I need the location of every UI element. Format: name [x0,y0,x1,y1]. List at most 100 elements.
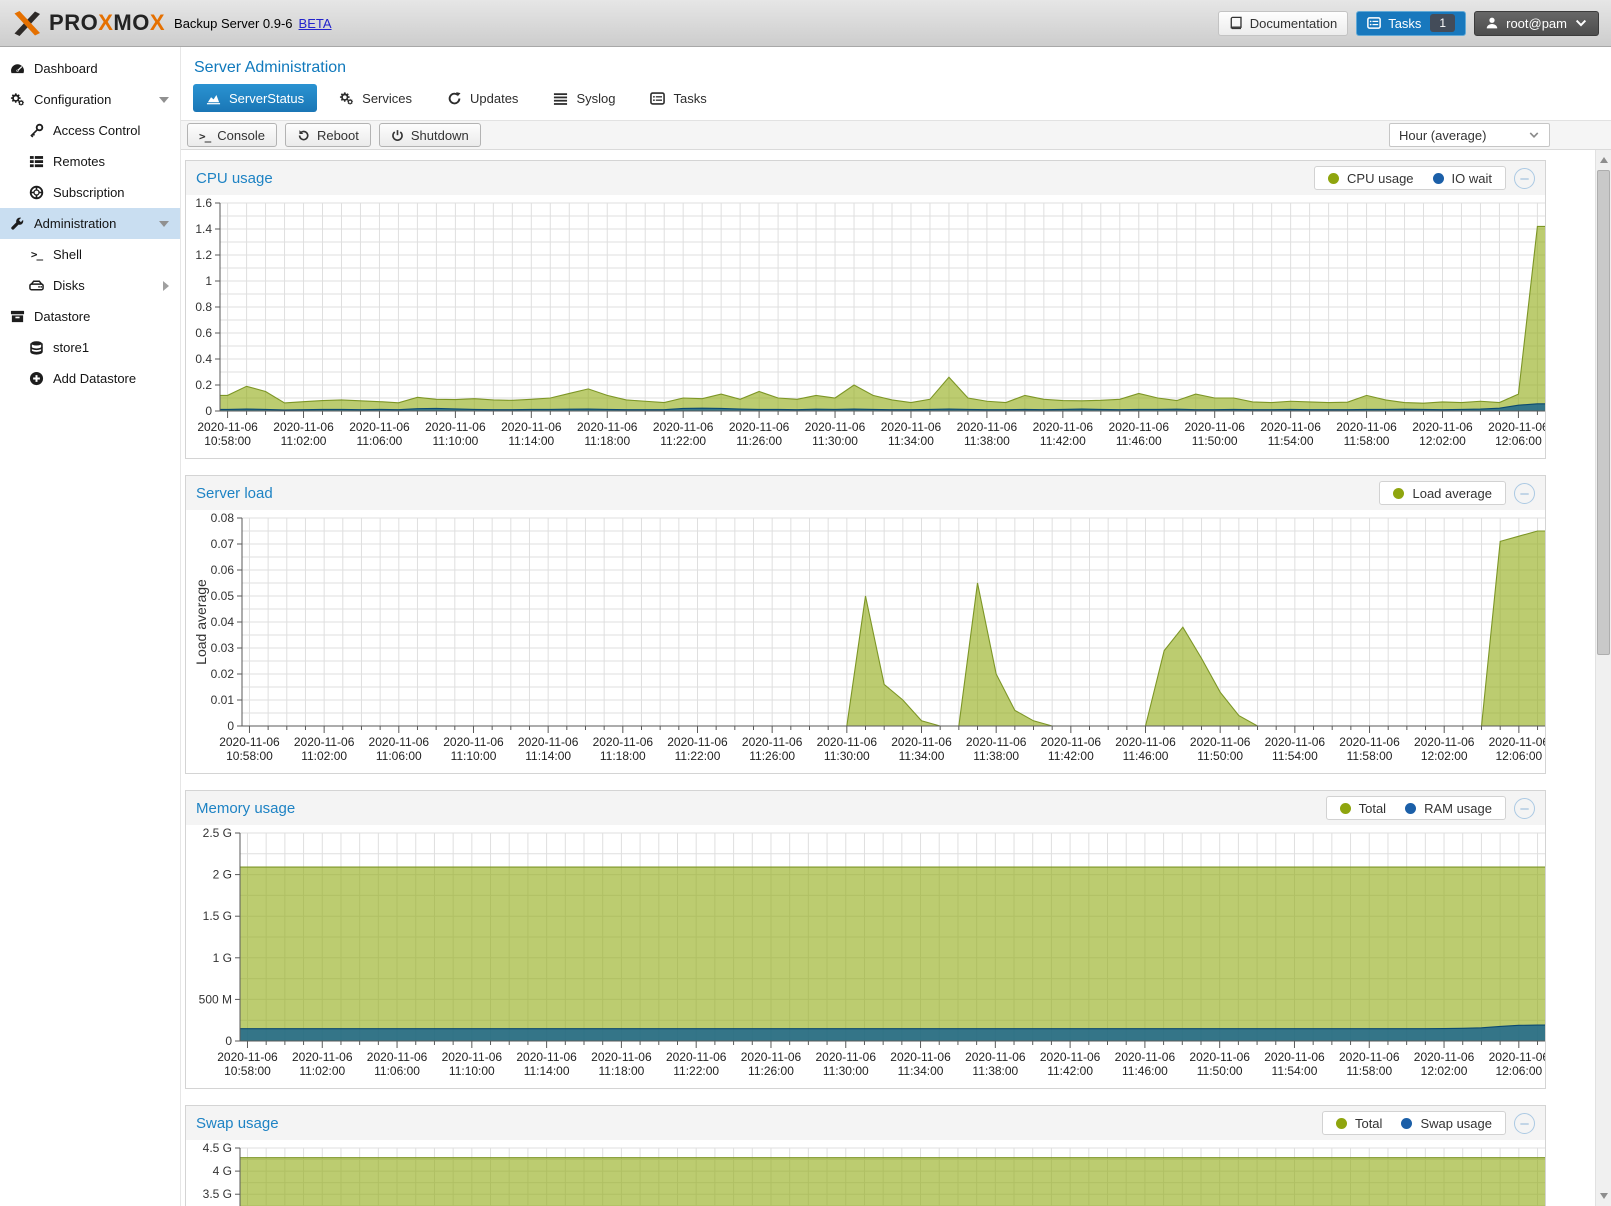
svg-text:12:06:00: 12:06:00 [1495,1064,1542,1078]
svg-text:0.2: 0.2 [195,378,212,392]
sidebar-item-datastore[interactable]: Datastore [0,301,180,332]
svg-text:12:02:00: 12:02:00 [1421,1064,1468,1078]
terminal-icon: >_ [30,248,43,261]
svg-text:11:14:00: 11:14:00 [524,1064,570,1078]
svg-text:11:14:00: 11:14:00 [508,434,554,448]
scroll-up-arrow-icon[interactable] [1600,157,1608,163]
svg-text:0.8: 0.8 [195,300,212,314]
archive-icon [9,309,26,324]
svg-text:2020-11-06: 2020-11-06 [1264,1050,1325,1064]
svg-text:0: 0 [225,1034,232,1048]
product-name: Backup Server 0.9-6 [174,15,293,31]
sidebar-item-subscription[interactable]: Subscription [0,177,180,208]
y-axis-title: Load average [193,579,209,665]
legend-item-cpu-usage[interactable]: CPU usage [1328,171,1414,186]
collapse-panel-icon[interactable]: – [1514,482,1535,504]
tab-services[interactable]: Services [326,84,425,112]
user-label: root@pam [1506,15,1567,31]
app-header: PROXMOX Backup Server 0.9-6 BETA Documen… [0,0,1611,47]
svg-text:2020-11-06: 2020-11-06 [1414,1050,1475,1064]
legend-item-total[interactable]: Total [1339,801,1386,816]
tab-updates[interactable]: Updates [434,84,531,112]
svg-text:2020-11-06: 2020-11-06 [516,1050,577,1064]
tab-label: Syslog [576,90,616,106]
svg-text:3.5 G: 3.5 G [203,1187,232,1201]
svg-text:10:58:00: 10:58:00 [224,1064,271,1078]
key-icon [28,123,45,138]
sidebar-item-label: store1 [53,340,90,355]
svg-text:2020-11-06: 2020-11-06 [292,1050,353,1064]
sidebar-item-disks[interactable]: Disks [0,270,180,301]
svg-text:11:30:00: 11:30:00 [824,749,870,763]
legend-item-io-wait[interactable]: IO wait [1432,171,1492,186]
svg-text:2020-11-06: 2020-11-06 [666,1050,727,1064]
svg-text:11:22:00: 11:22:00 [660,434,706,448]
sidebar-item-administration[interactable]: Administration [0,208,180,239]
svg-text:2020-11-06: 2020-11-06 [217,1050,278,1064]
chevron-down-icon [1528,129,1540,141]
console-button[interactable]: >_ Console [187,123,277,147]
svg-text:12:06:00: 12:06:00 [1495,434,1542,448]
svg-text:11:10:00: 11:10:00 [432,434,478,448]
beta-link[interactable]: BETA [298,15,332,31]
legend-item-ram-usage[interactable]: RAM usage [1405,801,1492,816]
collapse-arrow-icon[interactable] [159,96,169,103]
collapse-panel-icon[interactable]: – [1514,1112,1535,1134]
svg-text:2020-11-06: 2020-11-06 [1489,1050,1545,1064]
svg-text:2 G: 2 G [213,868,232,882]
panel-title: Swap usage [196,1114,279,1132]
documentation-button[interactable]: Documentation [1217,10,1349,36]
svg-text:2020-11-06: 2020-11-06 [891,735,952,749]
svg-text:11:30:00: 11:30:00 [812,434,858,448]
svg-text:2020-11-06: 2020-11-06 [1184,420,1245,434]
svg-text:1.4: 1.4 [195,222,212,236]
legend-item-load-average[interactable]: Load average [1393,486,1492,501]
sidebar-item-label: Remotes [53,154,106,169]
sidebar-item-label: Configuration [34,92,112,107]
svg-text:11:26:00: 11:26:00 [736,434,782,448]
sidebar-item-access-control[interactable]: Access Control [0,115,180,146]
chart-area-icon [206,91,221,106]
legend-label: Total [1354,1115,1383,1131]
collapse-arrow-icon[interactable] [159,220,169,227]
svg-text:2020-11-06: 2020-11-06 [273,420,334,434]
tasks-button[interactable]: Tasks 1 [1356,10,1467,36]
scrollbar-thumb[interactable] [1597,170,1610,655]
collapse-panel-icon[interactable]: – [1514,797,1535,819]
panel-load: Server load Load average – 0.08 0.07 0.06 0.05… [185,475,1549,774]
shutdown-button[interactable]: Shutdown [378,123,481,147]
sidebar-item-shell[interactable]: >_ Shell [0,239,180,270]
sidebar-item-store1[interactable]: store1 [0,332,180,363]
svg-text:2020-11-06: 2020-11-06 [1115,1050,1176,1064]
user-menu-button[interactable]: root@pam [1474,10,1599,36]
svg-text:0: 0 [227,719,234,733]
expand-arrow-icon[interactable] [163,280,169,291]
svg-text:11:02:00: 11:02:00 [301,749,347,763]
svg-text:2020-11-06: 2020-11-06 [1489,735,1545,749]
tab-tasks[interactable]: Tasks [637,84,719,112]
legend-item-swap-usage[interactable]: Swap usage [1401,1116,1492,1131]
vertical-scrollbar[interactable] [1595,150,1611,1206]
collapse-panel-icon[interactable]: – [1514,167,1535,189]
tab-syslog[interactable]: Syslog [540,84,628,112]
proxmox-logo-mark [14,10,40,36]
sidebar-item-configuration[interactable]: Configuration [0,84,180,115]
brand-wordmark: PROXMOX [49,10,166,35]
sidebar-item-remotes[interactable]: Remotes [0,146,180,177]
svg-text:11:22:00: 11:22:00 [675,749,721,763]
plus-circle-icon [28,371,45,386]
svg-text:2020-11-06: 2020-11-06 [1265,735,1326,749]
svg-text:1.2: 1.2 [195,248,212,262]
timeframe-select[interactable]: Hour (average) [1389,123,1550,147]
toolbar-button-label: Shutdown [410,127,469,143]
svg-text:2020-11-06: 2020-11-06 [1033,420,1094,434]
sidebar-item-dashboard[interactable]: Dashboard [0,53,180,84]
svg-text:0.07: 0.07 [211,537,235,551]
legend-label: Swap usage [1420,1115,1492,1131]
tab-serverstatus[interactable]: ServerStatus [193,84,318,112]
scroll-down-arrow-icon[interactable] [1600,1193,1608,1199]
sidebar-item-add-datastore[interactable]: Add Datastore [0,363,180,394]
legend-item-total[interactable]: Total [1335,1115,1383,1131]
reboot-button[interactable]: Reboot [284,123,371,147]
